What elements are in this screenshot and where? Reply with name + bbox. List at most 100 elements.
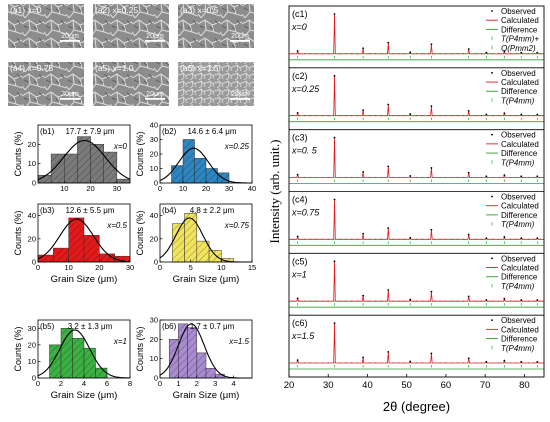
observed-point	[380, 115, 382, 116]
observed-point	[304, 238, 306, 240]
histogram-bar-hatch	[196, 241, 210, 262]
plot-frame	[288, 5, 545, 378]
histogram-bar-hatch	[209, 250, 222, 262]
observed-point	[498, 300, 500, 302]
observed-point	[485, 113, 488, 116]
x-tick-label: 2	[195, 379, 199, 388]
observed-point	[439, 362, 441, 364]
observed-point	[469, 300, 470, 302]
observed-point	[409, 113, 412, 115]
observed-point	[492, 115, 494, 116]
observed-point	[520, 299, 523, 301]
x-tick-label: 4	[232, 379, 236, 388]
observed-point	[310, 238, 311, 240]
histogram-bar-hatch	[99, 253, 115, 262]
observed-point	[533, 300, 535, 302]
observed-point	[504, 115, 506, 116]
observed-point	[433, 53, 435, 54]
observed-point	[327, 300, 329, 302]
composition-label: x=1	[291, 269, 307, 279]
gaussian-fit-curve	[37, 329, 130, 379]
observed-point	[485, 299, 488, 301]
observed-point	[498, 53, 500, 54]
y-axis-title: Counts (%)	[135, 326, 145, 371]
observed-point	[430, 290, 433, 293]
mean-size-annotation: 17.7 ± 7.9 μm	[65, 127, 114, 136]
observed-point	[439, 176, 441, 178]
panel-label: (b1)	[40, 127, 55, 136]
histogram-bar-hatch	[169, 339, 179, 378]
observed-point	[492, 362, 494, 364]
sem-panel-label: (a2) x=0.25	[95, 5, 139, 15]
observed-point	[357, 53, 359, 54]
legend-entry: Calculated	[501, 140, 539, 149]
observed-point	[486, 53, 488, 54]
observed-point	[457, 176, 459, 178]
observed-point	[533, 176, 535, 178]
observed-point	[539, 176, 541, 178]
legend-entry: T(P4mm)	[501, 282, 535, 291]
observed-point	[409, 236, 412, 239]
observed-point	[410, 53, 411, 54]
observed-point	[304, 115, 306, 116]
plot-frame	[37, 124, 131, 184]
xrd-subplot: (c1) x=0 ObservedCalculatedDifferenceT(P4m…	[289, 7, 544, 61]
observed-point	[387, 350, 390, 353]
observed-point	[445, 300, 447, 302]
observed-point	[387, 41, 390, 44]
histogram-bar-hatch	[215, 374, 225, 378]
observed-point	[380, 53, 382, 54]
observed-point	[422, 362, 423, 364]
y-tick-label: 20	[28, 140, 36, 149]
observed-point	[536, 360, 539, 363]
observed-point	[363, 115, 364, 116]
observed-point	[480, 300, 482, 302]
x-axis-title: Grain Size (μm)	[173, 274, 240, 285]
observed-point	[445, 362, 447, 364]
y-axis-title: Counts (%)	[135, 210, 145, 255]
observed-point	[345, 53, 347, 54]
observed-point	[498, 362, 500, 364]
observed-point	[333, 176, 335, 178]
observed-point	[292, 300, 294, 302]
scale-bar-label: 20μm	[231, 91, 249, 98]
observed-point	[327, 176, 329, 178]
observed-point	[510, 53, 512, 54]
observed-point	[510, 176, 512, 178]
observed-point	[333, 53, 335, 54]
observed-point	[533, 238, 535, 240]
observed-point	[362, 294, 365, 297]
observed-point	[504, 53, 506, 54]
observed-point	[296, 173, 299, 176]
observed-point	[345, 115, 347, 116]
observed-point	[503, 174, 506, 177]
observed-point	[503, 236, 506, 238]
x-tick-label: 20	[95, 263, 103, 272]
observed-point	[439, 300, 441, 302]
observed-point	[439, 238, 441, 240]
observed-point	[492, 300, 494, 302]
observed-point	[457, 362, 459, 364]
x-tick-label: 40	[248, 184, 256, 193]
observed-point	[339, 362, 341, 364]
observed-point	[316, 176, 317, 178]
observed-point	[339, 238, 341, 240]
observed-point	[422, 176, 423, 178]
observed-point	[310, 176, 311, 178]
histogram-bar-hatch	[194, 158, 206, 183]
observed-point	[520, 113, 523, 116]
observed-point	[430, 43, 433, 46]
observed-point	[392, 238, 394, 240]
y-tick-label: 40	[150, 211, 158, 220]
x-axis-title: 2θ (degree)	[383, 399, 450, 414]
y-tick-label: 0	[32, 179, 36, 188]
observed-point	[486, 238, 488, 240]
histogram-bar-hatch	[90, 144, 104, 183]
legend-marker	[491, 133, 493, 136]
sem-image-group: (a1) x=0 20μm (a2) x=0.25 20μm (a3) x=0.5 20μ…	[8, 4, 254, 106]
x-tick-label: 0	[158, 379, 162, 388]
histogram-panel: 0 10 20 30 0 20 40 (b3) 12.6 ± 5.5 μm x=0.5 Counts…	[13, 203, 134, 285]
observed-point	[457, 115, 459, 116]
observed-point	[422, 238, 423, 240]
observed-point	[321, 115, 323, 116]
